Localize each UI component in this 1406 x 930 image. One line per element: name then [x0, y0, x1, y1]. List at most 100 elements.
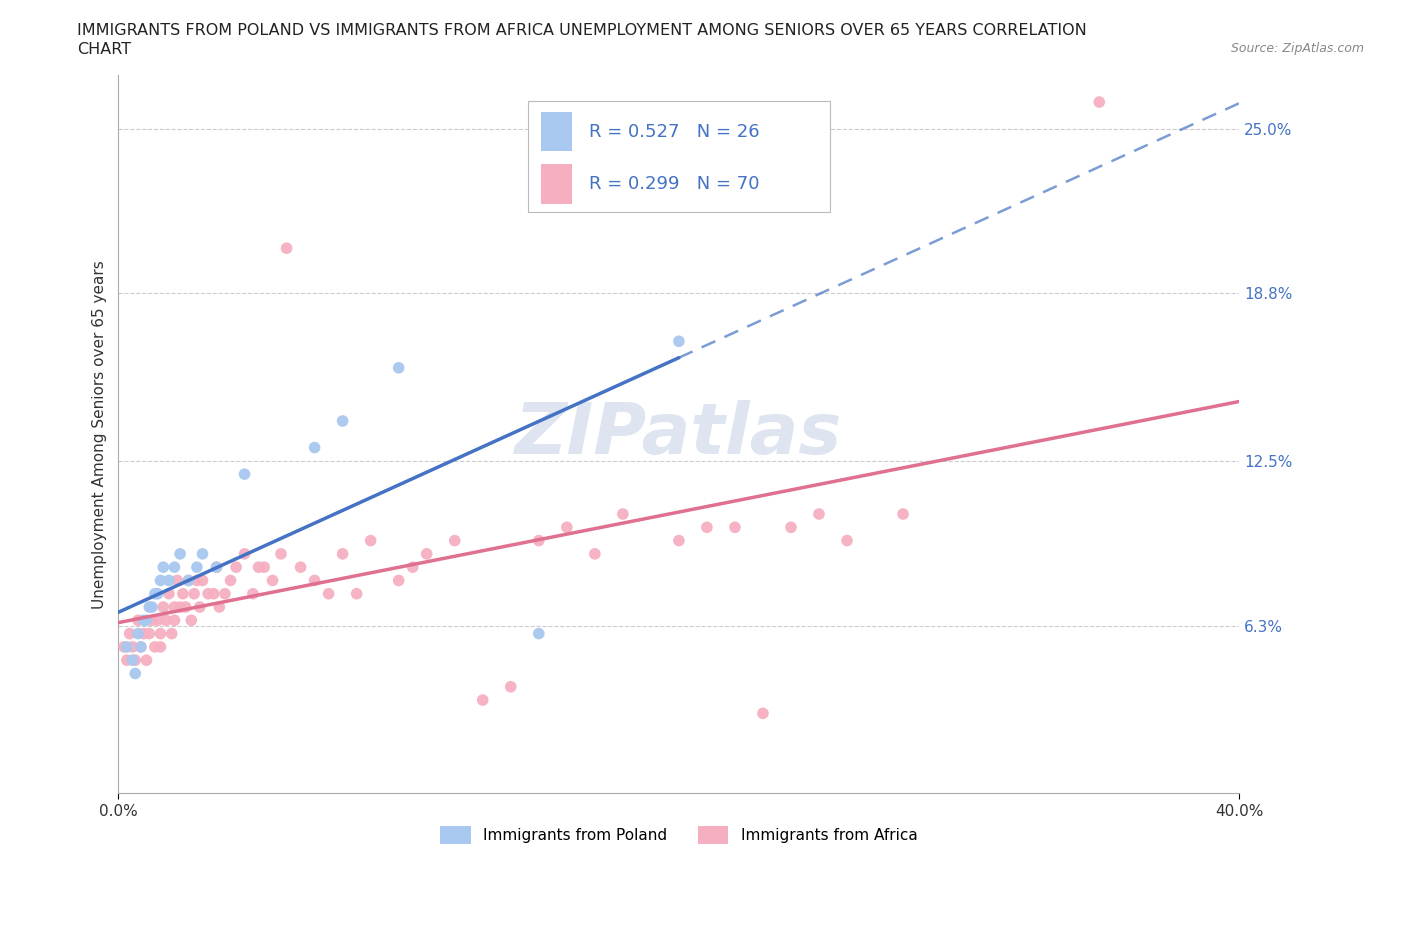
Point	[191, 547, 214, 562]
Point	[290, 560, 312, 575]
Point	[149, 640, 172, 655]
Legend: Immigrants from Poland, Immigrants from Africa: Immigrants from Poland, Immigrants from …	[434, 820, 924, 850]
Point	[253, 560, 276, 575]
Point	[318, 586, 340, 601]
Point	[180, 613, 202, 628]
Point	[115, 653, 138, 668]
Point	[188, 600, 211, 615]
Point	[157, 586, 180, 601]
Point	[555, 520, 578, 535]
Text: R = 0.527   N = 26: R = 0.527 N = 26	[589, 123, 759, 140]
Text: R = 0.299   N = 70: R = 0.299 N = 70	[589, 175, 759, 193]
Point	[152, 560, 174, 575]
Point	[186, 560, 208, 575]
Point	[174, 600, 197, 615]
Point	[135, 613, 157, 628]
Point	[129, 640, 152, 655]
Point	[163, 560, 186, 575]
Point	[197, 586, 219, 601]
Point	[124, 653, 146, 668]
Point	[132, 626, 155, 641]
Point	[169, 600, 191, 615]
Point	[112, 640, 135, 655]
Point	[155, 613, 177, 628]
Point	[146, 586, 169, 601]
Point	[346, 586, 368, 601]
Point	[118, 626, 141, 641]
Point	[696, 520, 718, 535]
FancyBboxPatch shape	[541, 165, 572, 204]
Point	[835, 533, 858, 548]
Text: IMMIGRANTS FROM POLAND VS IMMIGRANTS FROM AFRICA UNEMPLOYMENT AMONG SENIORS OVER: IMMIGRANTS FROM POLAND VS IMMIGRANTS FRO…	[77, 23, 1087, 38]
Point	[219, 573, 242, 588]
Point	[752, 706, 775, 721]
Point	[242, 586, 264, 601]
Point	[146, 613, 169, 628]
Point	[808, 507, 831, 522]
Point	[270, 547, 292, 562]
Point	[471, 693, 494, 708]
Point	[780, 520, 803, 535]
Point	[166, 573, 188, 588]
Point	[262, 573, 284, 588]
Point	[332, 414, 354, 429]
Point	[143, 640, 166, 655]
Point	[304, 440, 326, 455]
Point	[135, 653, 157, 668]
Point	[233, 547, 256, 562]
Point	[152, 600, 174, 615]
FancyBboxPatch shape	[527, 100, 830, 212]
Point	[141, 600, 163, 615]
Point	[202, 586, 225, 601]
Point	[138, 626, 160, 641]
Point	[612, 507, 634, 522]
Point	[388, 573, 411, 588]
Point	[121, 653, 143, 668]
Point	[124, 666, 146, 681]
Point	[169, 547, 191, 562]
Point	[891, 507, 914, 522]
Point	[415, 547, 437, 562]
Point	[276, 241, 298, 256]
Y-axis label: Unemployment Among Seniors over 65 years: Unemployment Among Seniors over 65 years	[93, 259, 107, 608]
Point	[668, 334, 690, 349]
Text: ZIPatlas: ZIPatlas	[515, 400, 842, 469]
Point	[668, 533, 690, 548]
Point	[163, 600, 186, 615]
Point	[191, 573, 214, 588]
Point	[233, 467, 256, 482]
Text: CHART: CHART	[77, 42, 131, 57]
Point	[177, 573, 200, 588]
Point	[149, 573, 172, 588]
Point	[160, 626, 183, 641]
Point	[205, 560, 228, 575]
Point	[129, 640, 152, 655]
Text: Source: ZipAtlas.com: Source: ZipAtlas.com	[1230, 42, 1364, 55]
Point	[115, 640, 138, 655]
Point	[304, 573, 326, 588]
Point	[225, 560, 247, 575]
Point	[360, 533, 382, 548]
Point	[724, 520, 747, 535]
Point	[583, 547, 606, 562]
Point	[177, 573, 200, 588]
Point	[157, 573, 180, 588]
Point	[172, 586, 194, 601]
Point	[138, 600, 160, 615]
Point	[186, 573, 208, 588]
Point	[527, 533, 550, 548]
Point	[1088, 95, 1111, 110]
Point	[402, 560, 425, 575]
Point	[183, 586, 205, 601]
Point	[143, 586, 166, 601]
Point	[163, 613, 186, 628]
Point	[247, 560, 270, 575]
Point	[205, 560, 228, 575]
Point	[443, 533, 465, 548]
Point	[332, 547, 354, 562]
Point	[499, 679, 522, 694]
Point	[121, 640, 143, 655]
Point	[141, 613, 163, 628]
Point	[127, 613, 149, 628]
Point	[149, 626, 172, 641]
